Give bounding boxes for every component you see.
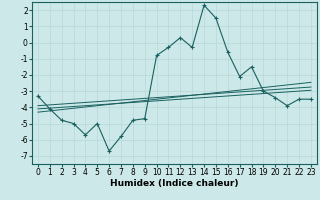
X-axis label: Humidex (Indice chaleur): Humidex (Indice chaleur) — [110, 179, 239, 188]
